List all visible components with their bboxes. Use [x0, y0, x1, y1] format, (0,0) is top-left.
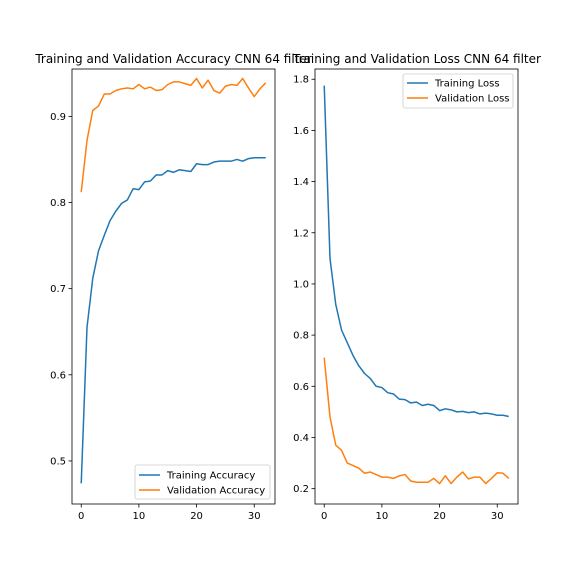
loss-y-tick-label: 1.8: [293, 75, 309, 86]
loss-series-line-training-loss: [323, 85, 509, 418]
accuracy-y-tick-label: 0.7: [50, 284, 66, 295]
loss-x-tick-label: 0: [321, 511, 327, 522]
accuracy-x-tick-label: 30: [248, 511, 261, 522]
accuracy-legend: Training Accuracy Validation Accuracy: [134, 464, 271, 500]
accuracy-y-tick-label: 0.9: [50, 112, 66, 123]
loss-y-tick-label: 1.0: [293, 279, 309, 290]
loss-chart-title: Training and Validation Loss CNN 64 filt…: [292, 52, 541, 66]
accuracy-plot-frame: [71, 68, 276, 505]
legend-label-validation-loss: Validation Loss: [435, 94, 510, 105]
loss-x-tick-label: 10: [376, 511, 389, 522]
loss-y-tick-label: 1.2: [293, 228, 309, 239]
loss-y-tick-label: 0.2: [293, 484, 309, 495]
accuracy-series-line-validation-accuracy: [80, 77, 267, 193]
accuracy-x-tick-label: 0: [78, 511, 84, 522]
loss-chart-panel: 0 10 20 30 0.2 0.4 0.6 0.8 1.0 1.2 1.4 1.6 1.8 Train…: [292, 52, 541, 522]
accuracy-chart-panel: 0 10 20 30 0.5 0.6 0.7 0.8 0.9 Training and Vali…: [34, 52, 311, 522]
loss-y-tick-label: 0.8: [293, 331, 309, 342]
loss-y-tick-label: 0.6: [293, 382, 309, 393]
accuracy-y-tick-label: 0.6: [50, 370, 66, 381]
loss-x-tick-label: 30: [491, 511, 504, 522]
accuracy-legend-box: [134, 464, 271, 500]
accuracy-x-tick-label: 20: [190, 511, 203, 522]
loss-y-tick-label: 1.6: [293, 126, 309, 137]
accuracy-x-tick-label: 10: [133, 511, 146, 522]
accuracy-chart-title: Training and Validation Accuracy CNN 64 …: [34, 52, 311, 66]
loss-x-tick-label: 20: [433, 511, 446, 522]
legend-label-training-loss: Training Loss: [434, 79, 500, 90]
accuracy-series-line-training-accuracy: [80, 156, 266, 484]
loss-legend: Training Loss Validation Loss: [402, 73, 514, 109]
loss-legend-box: [402, 73, 514, 109]
legend-label-validation-accuracy: Validation Accuracy: [167, 486, 265, 497]
loss-plot-frame: [314, 68, 519, 505]
legend-label-training-accuracy: Training Accuracy: [166, 471, 255, 482]
accuracy-y-tick-label: 0.8: [50, 198, 66, 209]
loss-y-tick-label: 1.4: [293, 177, 309, 188]
loss-y-tick-label: 0.4: [293, 433, 309, 444]
accuracy-y-tick-label: 0.5: [50, 456, 66, 467]
loss-series-line-validation-loss: [323, 357, 510, 485]
